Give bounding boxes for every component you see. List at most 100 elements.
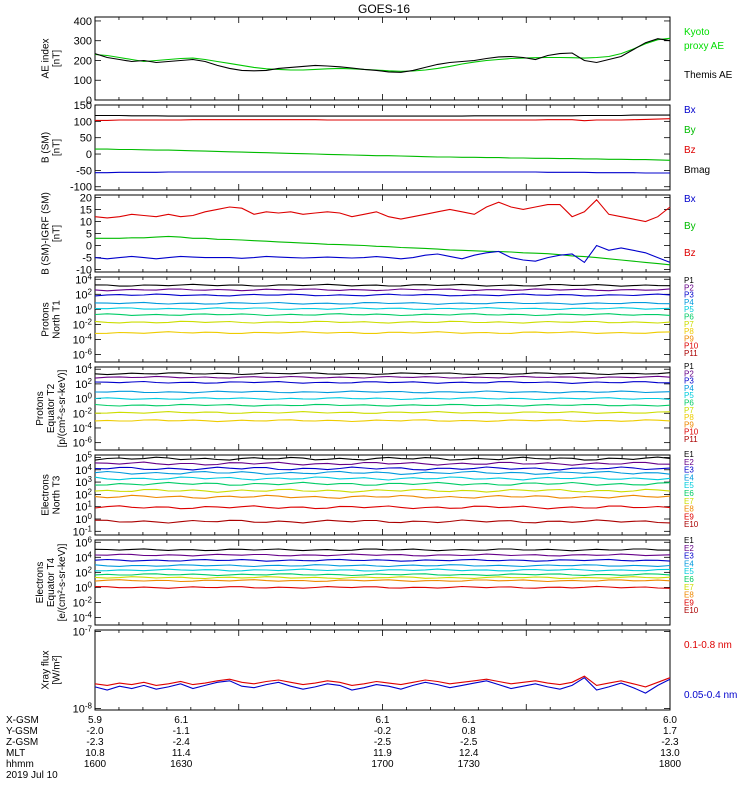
x-column-value: 6.1 <box>376 715 390 726</box>
x-column-value: -2.0 <box>86 726 104 737</box>
panel-frame <box>94 366 671 451</box>
series-line <box>94 403 671 407</box>
y-axis-label: Xray flux <box>41 651 52 690</box>
y-tick-label: 150 <box>74 100 92 112</box>
y-axis-label: [e/(cm²-s-sr-keV)] <box>57 543 68 621</box>
legend-entry: P8 <box>684 327 694 336</box>
y-axis-label: [p/(cm²-s-sr-keV)] <box>57 369 68 447</box>
series-line <box>94 37 671 72</box>
legend-entry: E4 <box>684 473 694 482</box>
legend-entry: E10 <box>684 606 699 615</box>
series-line <box>94 380 671 384</box>
legend-entry: P6 <box>684 399 694 408</box>
series-line <box>94 288 671 292</box>
legend-entry: E8 <box>684 591 694 600</box>
y-tick-label: 10-4 <box>73 332 93 346</box>
y-tick-label: 10-2 <box>73 595 93 609</box>
x-column-value: 6.1 <box>462 715 476 726</box>
legend-entry: E9 <box>684 598 694 607</box>
x-column-value: 0.8 <box>462 726 476 737</box>
series-line <box>94 494 671 499</box>
y-axis-label: B (SM) <box>41 132 52 163</box>
series-line <box>94 548 670 552</box>
x-column-value: 1600 <box>84 759 107 770</box>
y-axis-label: [nT] <box>52 50 63 67</box>
series-line <box>94 466 671 471</box>
legend-entry: E5 <box>684 481 694 490</box>
series-line <box>94 375 671 379</box>
y-tick-label: 200 <box>74 55 92 67</box>
legend-entry: P3 <box>684 377 694 386</box>
panel-1: 400 300 200 100 0 AE index [nT] Kyoto proxy AE Th… <box>41 16 733 107</box>
legend-entry: P5 <box>684 305 694 314</box>
y-tick-label: 10-4 <box>73 421 93 435</box>
x-row-label: 2019 Jul 10 <box>6 770 58 781</box>
legend-entry: E2 <box>684 458 694 467</box>
y-tick-label: 10-7 <box>73 625 93 639</box>
series-line <box>94 505 671 510</box>
legend-entry: By <box>684 125 696 136</box>
legend-entry: P5 <box>684 391 694 400</box>
legend-entry: P6 <box>684 313 694 322</box>
legend-entry: P3 <box>684 291 694 300</box>
series-line <box>94 488 671 493</box>
x-column-value: 1730 <box>458 759 481 770</box>
series-line <box>94 519 671 524</box>
series-line <box>94 576 671 580</box>
series-line <box>94 372 671 376</box>
series-line <box>94 585 671 589</box>
x-column-value: -1.1 <box>173 726 191 737</box>
legend-entry: Bx <box>684 105 696 116</box>
y-tick-label: -50 <box>76 165 92 177</box>
x-column-value: 6.1 <box>174 715 188 726</box>
y-axis-label: B (SM)-IGRF (SM) <box>41 192 52 275</box>
x-column-value: 11.4 <box>172 748 191 759</box>
y-tick-label: 100 <box>75 580 92 594</box>
series-line <box>94 419 671 423</box>
y-tick-label: 100 <box>75 392 92 406</box>
legend-entry: P8 <box>684 413 694 422</box>
legend-entry: 0.05-0.4 nm <box>684 690 737 701</box>
y-axis-label: [W/m²] <box>52 655 63 685</box>
y-tick-label: 0 <box>86 149 92 161</box>
y-tick-label: 300 <box>74 36 92 48</box>
x-column-value: 10.8 <box>85 748 105 759</box>
series-line <box>94 481 671 486</box>
x-column-value: 1.7 <box>663 726 677 737</box>
y-tick-label: 100 <box>74 116 92 128</box>
legend-entry: proxy AE <box>684 41 724 52</box>
legend-entry: E3 <box>684 552 694 561</box>
x-row-label: hhmm <box>6 759 34 770</box>
y-axis-label: North T3 <box>52 475 63 514</box>
y-axis-label: Equator T4 <box>46 557 57 607</box>
y-tick-label: 102 <box>75 377 92 391</box>
x-column-value: 6.0 <box>663 715 677 726</box>
legend-entry: P7 <box>684 320 694 329</box>
x-column-value: -2.4 <box>173 737 191 748</box>
series-line <box>94 244 671 264</box>
x-column-value: 1700 <box>371 759 394 770</box>
series-line <box>94 456 671 461</box>
legend-entry: E7 <box>684 497 694 506</box>
series-line <box>94 397 671 401</box>
x-column-value: -2.5 <box>374 737 392 748</box>
series-line <box>94 564 671 568</box>
legend-entry: P4 <box>684 298 694 307</box>
x-column-value: 1630 <box>170 759 193 770</box>
series-line <box>94 313 671 317</box>
series-line <box>94 461 671 466</box>
x-row-label: X-GSM <box>6 715 39 726</box>
x-column-value: 1800 <box>659 759 682 770</box>
series-line <box>94 198 671 223</box>
panel-frame <box>94 629 671 711</box>
panel-8: 10-7 10-8 Xray flux [W/m²] 0.1-0.8 nm 0.05-0.… <box>41 625 738 716</box>
x-column-value: -2.3 <box>661 737 679 748</box>
series-line <box>94 293 671 297</box>
legend-entry: E1 <box>684 450 694 459</box>
x-column-value: -0.2 <box>374 726 392 737</box>
x-column-value: 11.9 <box>373 748 392 759</box>
y-axis-label: [nT] <box>52 139 63 156</box>
legend-entry: P10 <box>684 342 699 351</box>
